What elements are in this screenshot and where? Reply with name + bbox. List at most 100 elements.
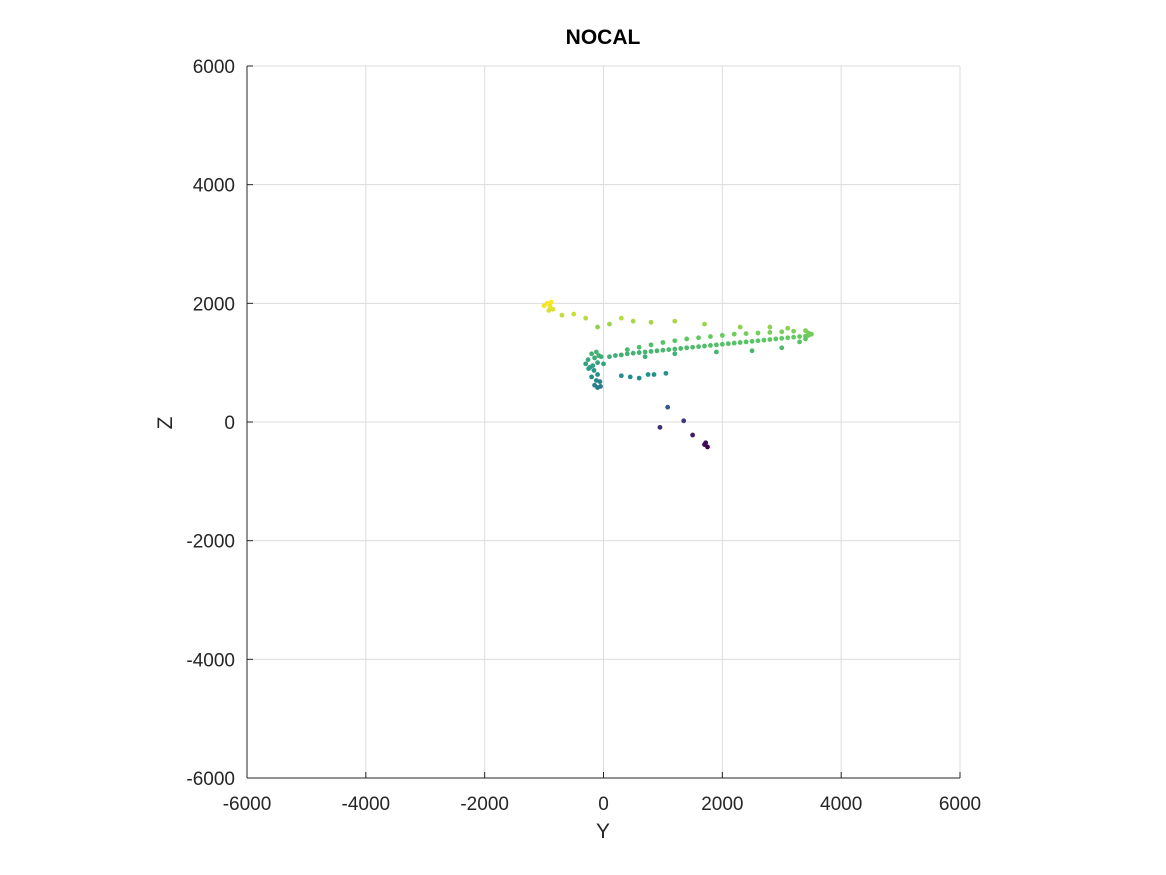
- data-point: [702, 343, 707, 349]
- y-tick-label: -2000: [186, 532, 235, 553]
- data-point: [607, 321, 612, 327]
- data-point: [624, 347, 630, 353]
- data-point: [702, 321, 707, 327]
- data-point: [681, 418, 687, 424]
- data-point: [761, 337, 767, 343]
- data-point: [636, 375, 642, 381]
- data-point: [690, 344, 696, 350]
- y-tick-label: 2000: [193, 294, 235, 315]
- data-point: [645, 372, 651, 377]
- data-point: [773, 336, 779, 342]
- data-point: [767, 330, 773, 335]
- data-point: [690, 432, 696, 438]
- data-point: [592, 382, 597, 388]
- data-point: [779, 345, 785, 351]
- data-point: [755, 338, 761, 344]
- data-point: [678, 346, 684, 351]
- data-point: [541, 303, 547, 309]
- x-tick-label: 6000: [939, 794, 981, 815]
- chart-title: NOCAL: [566, 26, 641, 49]
- x-tick-label: 4000: [820, 794, 862, 815]
- data-point: [797, 339, 802, 345]
- data-point: [696, 344, 701, 350]
- x-tick-label: -4000: [342, 794, 391, 815]
- x-tick-label: -2000: [460, 794, 509, 815]
- data-point: [672, 338, 678, 344]
- data-point: [672, 318, 678, 324]
- data-point: [731, 340, 737, 346]
- data-point: [651, 372, 657, 377]
- data-point: [663, 370, 669, 376]
- data-points: [541, 299, 814, 450]
- x-ticks: -6000 -4000 -2000 0 2000 4000 6000: [223, 772, 981, 815]
- x-tick-label: -6000: [223, 794, 272, 815]
- data-point: [571, 311, 577, 317]
- data-point: [791, 334, 797, 340]
- x-tick-label: 0: [598, 794, 609, 815]
- data-point: [597, 379, 603, 385]
- data-point: [607, 354, 612, 360]
- data-point: [696, 335, 701, 341]
- data-point: [743, 331, 749, 336]
- data-point: [598, 354, 604, 360]
- data-point: [684, 345, 690, 351]
- data-point: [548, 299, 554, 305]
- data-point: [755, 330, 761, 336]
- data-point: [587, 365, 593, 370]
- data-point: [595, 372, 600, 377]
- data-point: [624, 351, 630, 357]
- data-point: [719, 341, 725, 347]
- data-point: [601, 361, 606, 367]
- y-tick-label: 4000: [193, 176, 235, 197]
- y-axis-label: Z: [154, 416, 177, 429]
- data-point: [785, 325, 791, 331]
- data-point: [636, 350, 642, 355]
- data-point: [648, 348, 654, 354]
- data-point: [731, 331, 737, 337]
- data-point: [725, 341, 731, 347]
- data-point: [630, 318, 636, 324]
- data-point: [618, 373, 624, 379]
- data-point: [666, 347, 672, 353]
- data-point: [797, 334, 802, 339]
- data-point: [684, 336, 690, 342]
- data-point: [749, 348, 755, 354]
- data-point: [591, 367, 597, 373]
- data-point: [737, 324, 743, 330]
- data-point: [593, 349, 599, 355]
- data-point: [595, 360, 600, 366]
- data-point: [559, 312, 565, 318]
- y-tick-label: -6000: [186, 769, 235, 790]
- data-point: [767, 337, 773, 342]
- data-point: [785, 335, 791, 341]
- data-point: [708, 334, 713, 339]
- data-point: [583, 315, 589, 321]
- data-point: [547, 303, 553, 309]
- data-point: [589, 351, 595, 357]
- data-point: [672, 346, 678, 352]
- data-point: [648, 319, 654, 325]
- data-point: [595, 324, 600, 330]
- data-point: [767, 324, 773, 330]
- data-point: [803, 336, 808, 342]
- data-point: [713, 349, 719, 355]
- data-point: [791, 328, 797, 334]
- data-point: [648, 342, 654, 348]
- data-point: [618, 352, 624, 358]
- data-point: [737, 340, 743, 345]
- data-point: [627, 374, 633, 380]
- data-point: [546, 308, 552, 313]
- data-point: [657, 424, 663, 430]
- x-axis-label: Y: [596, 820, 610, 843]
- data-point: [589, 374, 595, 380]
- data-point: [665, 404, 671, 410]
- data-point: [743, 339, 749, 345]
- data-point: [583, 361, 589, 367]
- data-point: [550, 306, 556, 312]
- data-point: [642, 349, 648, 355]
- data-point: [708, 343, 713, 348]
- data-point: [612, 353, 618, 358]
- data-point: [749, 338, 755, 344]
- data-point: [660, 340, 666, 345]
